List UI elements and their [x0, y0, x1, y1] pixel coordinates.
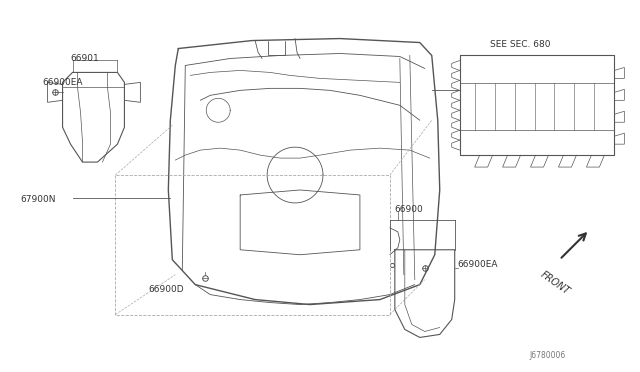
- Text: 66900EA: 66900EA: [458, 260, 498, 269]
- Text: J6780006: J6780006: [529, 352, 566, 360]
- Text: SEE SEC. 680: SEE SEC. 680: [490, 39, 550, 48]
- Text: 66901: 66901: [70, 54, 99, 64]
- Text: 66900EA: 66900EA: [43, 78, 83, 87]
- Text: FRONT: FRONT: [539, 270, 572, 297]
- Text: 66900: 66900: [395, 205, 424, 214]
- Text: 67900N: 67900N: [20, 195, 56, 204]
- Text: 66900D: 66900D: [148, 285, 184, 294]
